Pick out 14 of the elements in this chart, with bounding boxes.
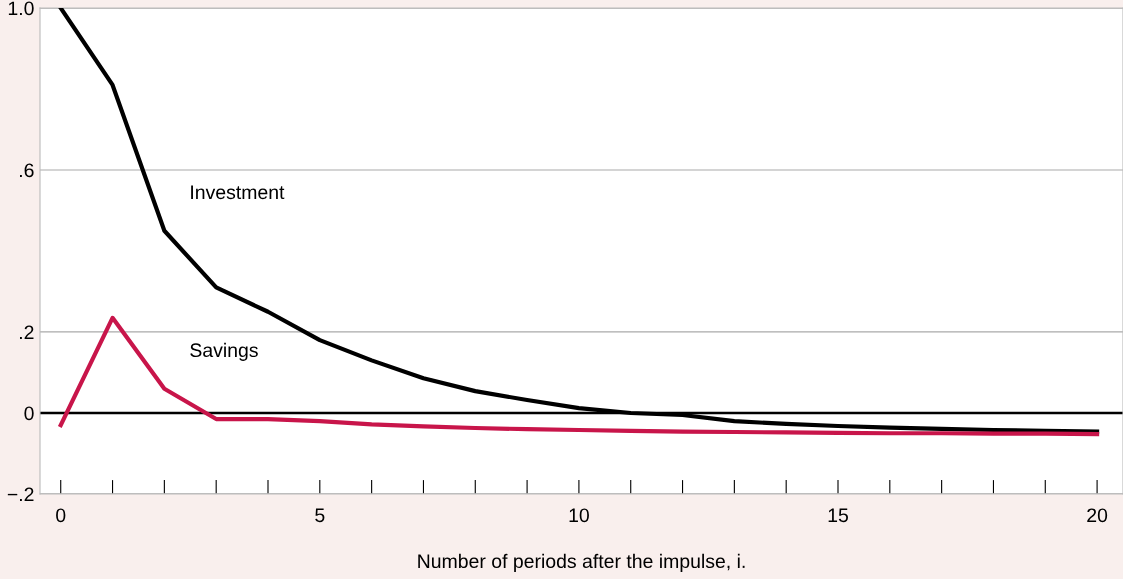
x-tick-label: 15 <box>828 508 848 523</box>
x-tick-label: 20 <box>1087 508 1108 523</box>
y-tick-label: .6 <box>20 163 34 178</box>
x-tick-label: 10 <box>569 508 589 523</box>
line-series <box>58 315 1100 437</box>
series-label: Savings <box>190 342 258 361</box>
series-label: Investment <box>191 185 285 200</box>
y-tick-label: .2 <box>20 325 34 340</box>
y-tick-label: −.2 <box>7 487 34 502</box>
y-tick-label: 0 <box>24 406 34 421</box>
y-tick-label: 1.0 <box>8 1 34 16</box>
x-tick-label: 5 <box>315 508 325 523</box>
x-axis-title: Number of periods after the impulse, i. <box>418 553 745 572</box>
x-tick-label: 0 <box>56 508 66 523</box>
